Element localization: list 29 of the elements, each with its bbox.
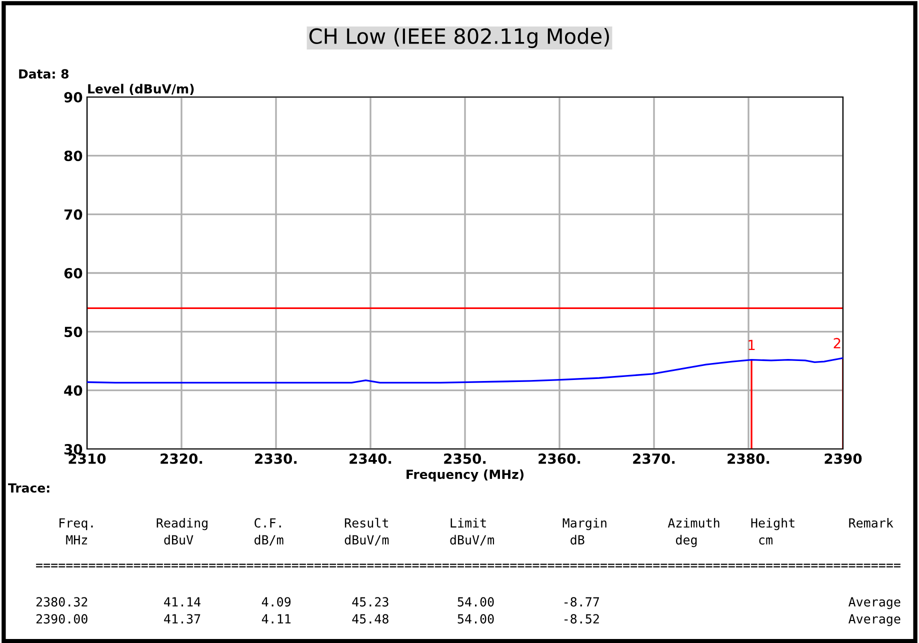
x-tick-label: 2380. [728,453,770,464]
x-tick-label: 2370. [633,453,675,464]
y-tick-label: 70 [64,209,82,220]
y-tick-label: 80 [64,150,82,162]
y-tick-label: 60 [64,268,82,278]
y-tick-label: 40 [64,385,82,396]
text: Freq. Reading C.F. Result Limit Margin Azimuth Height Remark [60,518,894,530]
x-tick-label: 2390 [824,453,862,464]
text: =================================================================================================================== [36,564,900,568]
annotation: 1 [748,340,755,350]
text: MHz dBuV dB/m dBuV/m dBuV/m dB deg cm [66,534,772,548]
y-tick-label: 50 [64,326,82,338]
y-axis-title: Level (dBuV/m) [88,84,194,95]
x-tick-label: 2360. [538,453,580,464]
annotation: 2 [834,338,840,348]
text: Trace: [8,483,50,493]
y-tick-label: 30 [64,444,82,454]
text: 2380.32 41.14 4.09 45.23 54.00 -8.77 Average [36,597,900,610]
x-tick-label: 2310 [68,453,106,464]
x-axis-title: Frequency (MHz) [406,469,524,482]
x-tick-label: 2350. [444,453,486,464]
x-tick-label: 2320. [160,453,202,464]
text: Data: 8 [19,69,68,79]
chart-title: CH Low (IEEE 802.11g Mode) [309,28,609,48]
line-series [87,357,843,384]
y-tick-label: 90 [64,92,82,102]
x-tick-label: 2330. [255,453,297,464]
x-tick-label: 2340. [350,453,392,464]
text: 2390.00 41.37 4.11 45.48 54.00 -8.52 Average [36,614,900,626]
